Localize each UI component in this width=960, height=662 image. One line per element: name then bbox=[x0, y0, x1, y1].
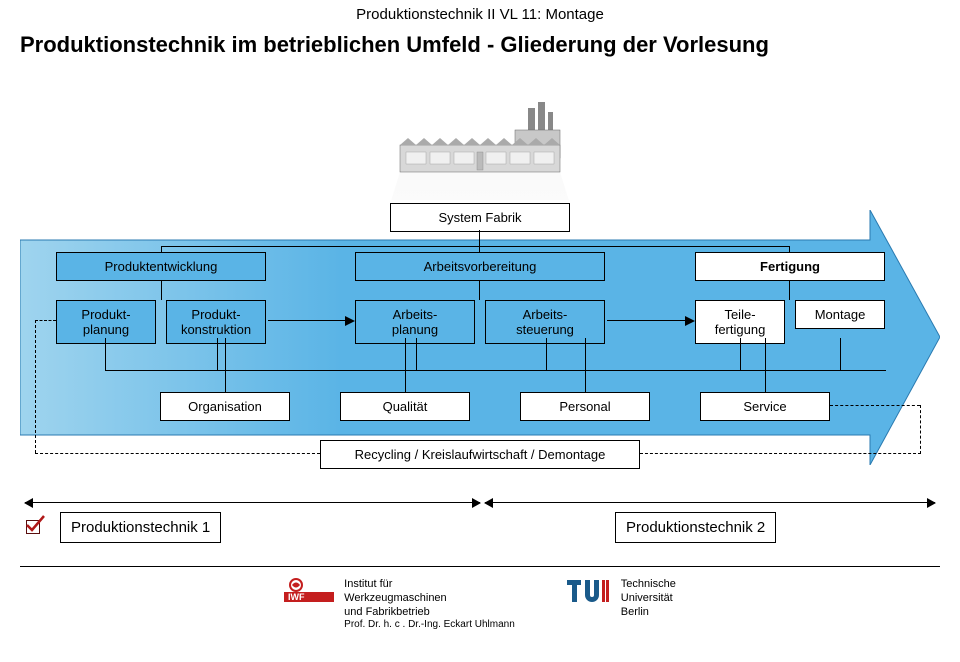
box-produktkonstruktion: Produkt- konstruktion bbox=[166, 300, 266, 344]
connector-line bbox=[161, 246, 790, 247]
footer-iwf: IWF Institut für Werkzeugmaschinen und F… bbox=[284, 578, 515, 632]
box-pt2: Produktionstechnik 2 bbox=[615, 512, 776, 543]
dashed-connector bbox=[830, 405, 920, 406]
connector-line bbox=[105, 338, 106, 370]
arrow-icon bbox=[345, 316, 355, 326]
footer-text: Werkzeugmaschinen bbox=[344, 592, 515, 606]
connector-line bbox=[840, 338, 841, 370]
footer-text: Universität bbox=[621, 592, 676, 606]
footer-text: Berlin bbox=[621, 606, 676, 620]
connector-line bbox=[885, 370, 886, 371]
footer-text: Prof. Dr. h. c . Dr.-Ing. Eckart Uhlmann bbox=[344, 619, 515, 632]
box-fertigung: Fertigung bbox=[695, 252, 885, 281]
system-fabrik-box: System Fabrik bbox=[390, 203, 570, 232]
box-pt1: Produktionstechnik 1 bbox=[60, 512, 221, 543]
connector-line bbox=[105, 370, 885, 371]
connector-line bbox=[479, 280, 480, 300]
connector-line bbox=[268, 320, 346, 321]
iwf-logo-icon: IWF bbox=[284, 578, 334, 602]
connector-line bbox=[416, 338, 417, 370]
dashed-connector bbox=[35, 320, 56, 321]
box-arbeitsplanung: Arbeits- planung bbox=[355, 300, 475, 344]
box-arbeitsvorbereitung: Arbeitsvorbereitung bbox=[355, 252, 605, 281]
span-arrow-pt2 bbox=[485, 502, 935, 503]
page-title: Produktionstechnik im betrieblichen Umfe… bbox=[20, 32, 940, 58]
connector-line bbox=[405, 338, 406, 392]
box-recycling: Recycling / Kreislaufwirtschaft / Demont… bbox=[320, 440, 640, 469]
connector-line bbox=[217, 338, 218, 370]
box-qualitaet: Qualität bbox=[340, 392, 470, 421]
connector-line bbox=[546, 338, 547, 370]
connector-line bbox=[789, 280, 790, 300]
footer-tu: Technische Universität Berlin bbox=[565, 578, 676, 619]
svg-text:IWF: IWF bbox=[288, 592, 305, 602]
header-course: Produktionstechnik II VL 11: Montage bbox=[0, 6, 960, 23]
box-montage: Montage bbox=[795, 300, 885, 329]
connector-line bbox=[740, 338, 741, 370]
box-service: Service bbox=[700, 392, 830, 421]
box-arbeitssteuerung: Arbeits- steuerung bbox=[485, 300, 605, 344]
connector-line bbox=[607, 320, 685, 321]
span-arrow-pt1 bbox=[25, 502, 480, 503]
box-organisation: Organisation bbox=[160, 392, 290, 421]
dashed-connector bbox=[640, 453, 921, 454]
footer: IWF Institut für Werkzeugmaschinen und F… bbox=[0, 578, 960, 658]
process-arrow bbox=[20, 210, 940, 465]
connector-line bbox=[225, 338, 226, 392]
footer-text: Technische bbox=[621, 578, 676, 592]
connector-line bbox=[585, 338, 586, 392]
box-produktentwicklung: Produktentwicklung bbox=[56, 252, 266, 281]
dashed-connector bbox=[35, 453, 320, 454]
checkbox-icon bbox=[26, 520, 40, 534]
box-produktplanung: Produkt- planung bbox=[56, 300, 156, 344]
footer-text: und Fabrikbetrieb bbox=[344, 606, 515, 620]
dashed-connector bbox=[920, 405, 921, 454]
footer-divider bbox=[20, 566, 940, 567]
connector-line bbox=[765, 338, 766, 392]
dashed-connector bbox=[35, 320, 36, 453]
tu-logo-icon bbox=[565, 578, 611, 604]
footer-text: Institut für bbox=[344, 578, 515, 592]
box-personal: Personal bbox=[520, 392, 650, 421]
arrow-icon bbox=[685, 316, 695, 326]
factory-illustration bbox=[360, 100, 600, 200]
connector-line bbox=[161, 280, 162, 300]
